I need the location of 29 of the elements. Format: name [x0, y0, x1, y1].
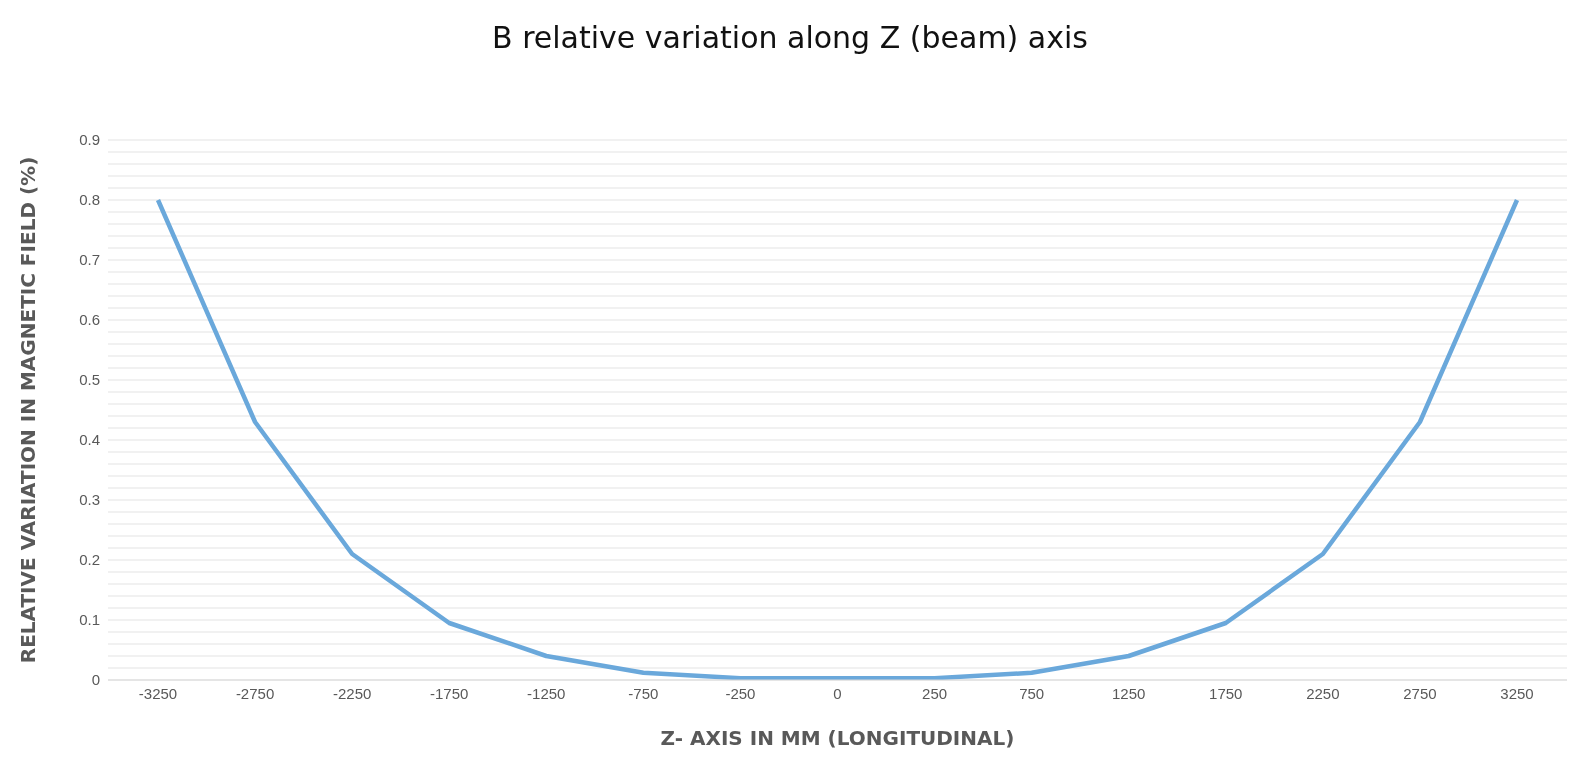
x-tick-label: -2250 [332, 684, 372, 702]
x-tick-label: 0 [833, 684, 842, 702]
y-tick-label: 0 [91, 671, 100, 689]
x-tick-label: 2750 [1403, 684, 1437, 702]
y-tick-label: 0.2 [79, 551, 100, 569]
y-tick-label: 0.7 [79, 251, 100, 269]
chart-title: B relative variation along Z (beam) axis [491, 19, 1089, 57]
x-tick-label: -2750 [235, 684, 275, 702]
x-tick-label: 2250 [1306, 684, 1340, 702]
y-tick-label: 0.1 [79, 611, 100, 629]
x-tick-label: 1250 [1112, 684, 1146, 702]
x-tick-label: -1750 [430, 684, 469, 702]
y-tick-label: 0.5 [79, 371, 100, 389]
x-axis-title: Z- AXIS IN MM (LONGITUDINAL) [660, 726, 1015, 750]
y-tick-label: 0.6 [79, 311, 100, 329]
x-tick-label: 3250 [1500, 684, 1534, 702]
y-axis-title: RELATIVE VARIATION IN MAGNETIC FIELD (%) [16, 156, 41, 664]
y-tick-label: 0.4 [79, 431, 100, 449]
x-tick-label: -250 [725, 684, 756, 702]
x-tick-label: 750 [1019, 684, 1045, 702]
y-tick-label: 0.9 [79, 131, 100, 149]
y-tick-label: 0.3 [79, 491, 100, 509]
x-tick-label: 1750 [1209, 684, 1243, 702]
x-tick-label: 250 [922, 684, 948, 702]
line-series [155, 197, 1520, 680]
x-tick-label: -1250 [527, 684, 566, 702]
y-tick-label: 0.8 [79, 191, 100, 209]
x-tick-label: -3250 [138, 684, 178, 702]
x-tick-label: -750 [628, 684, 659, 702]
